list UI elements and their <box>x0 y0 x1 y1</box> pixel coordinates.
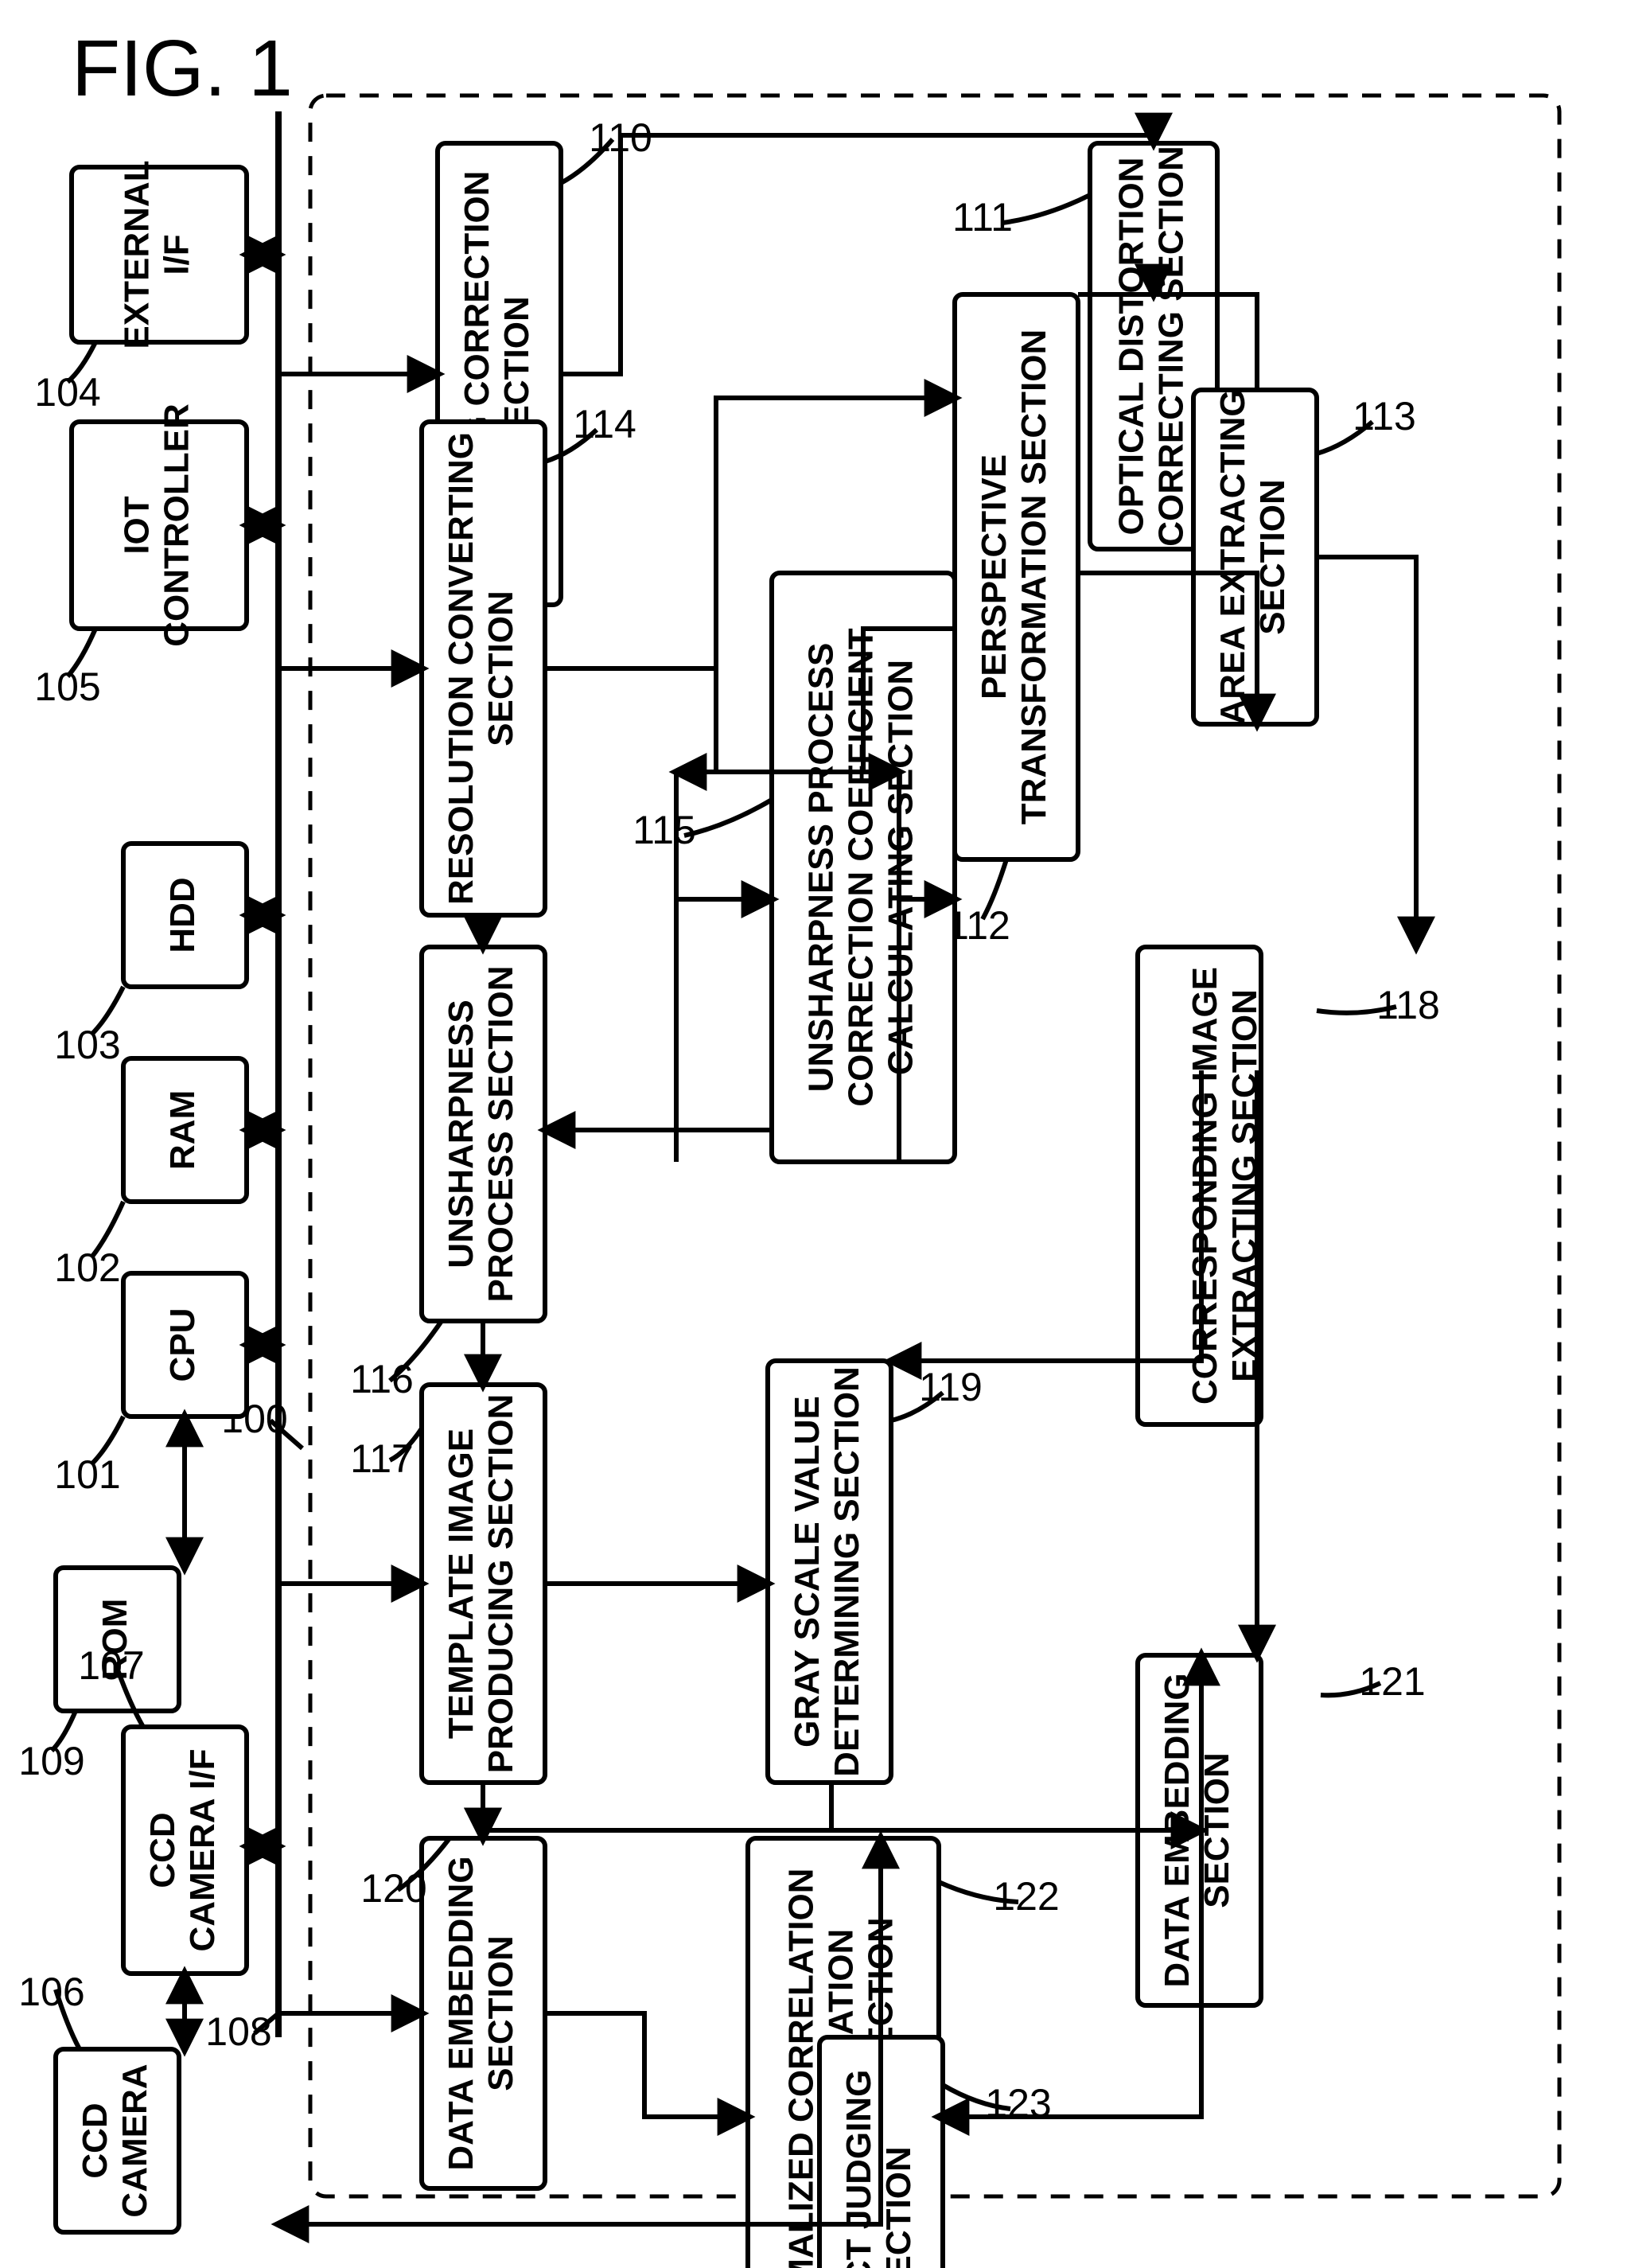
svg-text:121: 121 <box>1359 1659 1425 1704</box>
svg-text:GRAY SCALE VALUE: GRAY SCALE VALUE <box>788 1396 827 1748</box>
svg-text:104: 104 <box>34 370 100 415</box>
svg-text:118: 118 <box>1376 983 1440 1027</box>
svg-text:CORRESPONDING IMAGE: CORRESPONDING IMAGE <box>1185 967 1224 1405</box>
svg-text:122: 122 <box>993 1874 1059 1919</box>
svg-text:113: 113 <box>1353 394 1416 438</box>
svg-text:101: 101 <box>54 1452 120 1497</box>
svg-text:SECTION: SECTION <box>481 590 520 746</box>
svg-text:117: 117 <box>350 1436 414 1481</box>
svg-text:CCD: CCD <box>76 2102 115 2178</box>
svg-text:120: 120 <box>360 1866 426 1911</box>
svg-text:108: 108 <box>205 2009 271 2054</box>
svg-text:CORRECTING SECTION: CORRECTING SECTION <box>1152 146 1191 547</box>
diagram-canvas: FIG. 1108100EXTERNALI/F104IOTCONTROLLER1… <box>0 0 1627 2268</box>
svg-text:DEFECT JUDGING: DEFECT JUDGING <box>839 2070 878 2268</box>
svg-text:PRODUCING SECTION: PRODUCING SECTION <box>481 1394 520 1774</box>
svg-text:CPU: CPU <box>163 1308 202 1382</box>
svg-text:CAMERA: CAMERA <box>115 2063 154 2217</box>
svg-text:OPTICAL DISTORTION: OPTICAL DISTORTION <box>1112 157 1151 535</box>
svg-text:CCD: CCD <box>143 1812 182 1888</box>
svg-text:119: 119 <box>919 1365 983 1409</box>
svg-text:116: 116 <box>350 1357 414 1401</box>
svg-text:NORMALIZED CORRELATION: NORMALIZED CORRELATION <box>782 1869 821 2268</box>
svg-text:103: 103 <box>54 1023 120 1067</box>
svg-text:UNSHARPNESS: UNSHARPNESS <box>442 1000 481 1268</box>
svg-text:111: 111 <box>952 195 1013 240</box>
svg-text:TEMPLATE IMAGE: TEMPLATE IMAGE <box>442 1428 481 1739</box>
svg-text:UNSHARPNESS PROCESS: UNSHARPNESS PROCESS <box>802 643 841 1093</box>
svg-text:106: 106 <box>18 1970 84 2014</box>
svg-text:PROCESS SECTION: PROCESS SECTION <box>481 966 520 1303</box>
svg-text:RESOLUTION CONVERTING: RESOLUTION CONVERTING <box>442 432 481 905</box>
svg-text:CAMERA I/F: CAMERA I/F <box>183 1748 222 1951</box>
svg-text:TRANSFORMATION SECTION: TRANSFORMATION SECTION <box>1014 329 1053 825</box>
svg-text:DATA EMBEDDING: DATA EMBEDDING <box>442 1856 481 2170</box>
svg-text:RAM: RAM <box>163 1090 202 1170</box>
svg-text:HDD: HDD <box>163 877 202 953</box>
svg-text:DETERMINING SECTION: DETERMINING SECTION <box>827 1366 866 1777</box>
svg-text:SECTION: SECTION <box>879 2146 918 2268</box>
svg-text:114: 114 <box>573 402 636 446</box>
svg-text:EXTERNAL: EXTERNAL <box>118 160 157 349</box>
svg-text:105: 105 <box>34 664 100 709</box>
svg-text:115: 115 <box>633 808 696 852</box>
svg-text:FIG. 1: FIG. 1 <box>72 24 293 113</box>
svg-text:PERSPECTIVE: PERSPECTIVE <box>975 454 1014 699</box>
svg-text:AREA EXTRACTING: AREA EXTRACTING <box>1213 389 1252 724</box>
svg-text:CONTROLLER: CONTROLLER <box>158 403 197 647</box>
svg-text:I/F: I/F <box>158 234 197 275</box>
svg-text:102: 102 <box>54 1245 120 1290</box>
svg-text:SECTION: SECTION <box>481 1935 520 2091</box>
svg-text:107: 107 <box>78 1643 144 1688</box>
svg-text:IOT: IOT <box>118 496 157 554</box>
svg-text:109: 109 <box>18 1739 84 1783</box>
